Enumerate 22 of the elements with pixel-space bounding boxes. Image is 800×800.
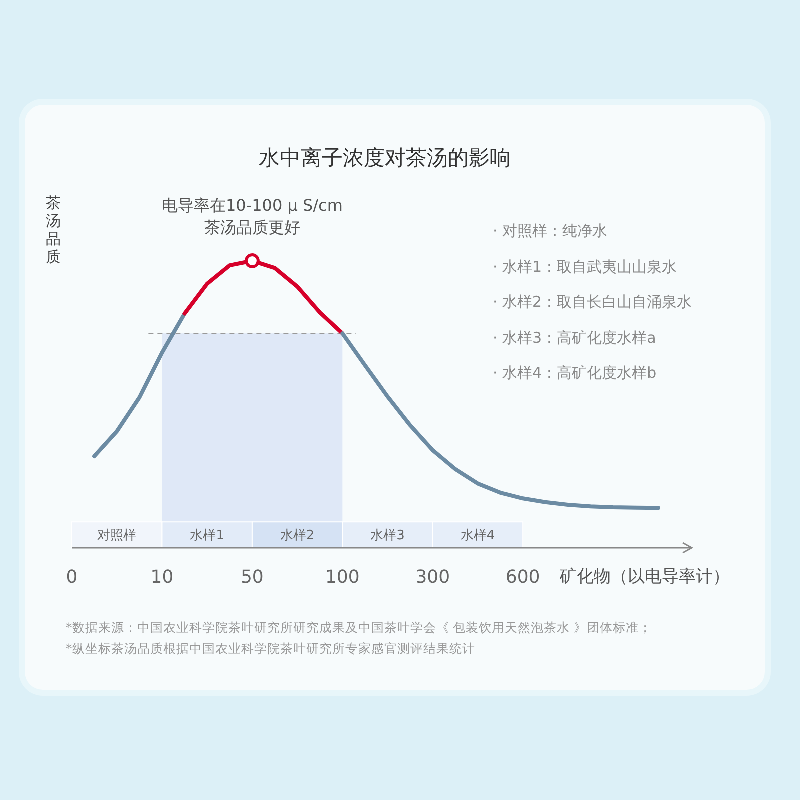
x-tick-label: 10 (150, 566, 174, 588)
text: *数据来源：中国农业科学院茶叶研究所研究成果及中国茶叶学会《 包装饮用天然泡茶水 》团体标准； (66, 620, 652, 637)
band-label: 水样1 (190, 528, 224, 544)
band-label: 水样4 (460, 528, 496, 544)
x-tick-label: 50 (240, 566, 264, 588)
annotation: 电导率在10-100 μ S/cm 茶汤品质更好 (162, 196, 343, 238)
x-axis-title: 矿化物（以电导率计） (560, 566, 730, 588)
x-tick-label: 600 (506, 566, 540, 588)
x-tick-label: 300 (416, 566, 450, 588)
text: *纵坐标茶汤品质根据中国农业科学院茶叶研究所专家感官测评结果统计 (66, 641, 476, 658)
band-label: 水样2 (280, 528, 315, 544)
band-label: 水样3 (370, 528, 405, 544)
y-axis-title: 茶汤品质 (46, 194, 62, 266)
annotation: · 水样2：取自长白山自涌泉水 (493, 293, 692, 312)
annotation: · 水样1：取自武夷山山泉水 (493, 258, 678, 276)
x-tick-label: 0 (66, 566, 78, 588)
band-label: 对照样 (98, 528, 137, 544)
x-tick-label: 100 (325, 566, 360, 588)
chart-title: 水中离子浓度对茶汤的影响 (258, 145, 512, 172)
annotation: · 水样3：高矿化度水样a (493, 328, 656, 348)
annotation: · 水样4：高矿化度水样b (493, 364, 657, 383)
text: · 对照样：纯净水 (493, 222, 608, 241)
